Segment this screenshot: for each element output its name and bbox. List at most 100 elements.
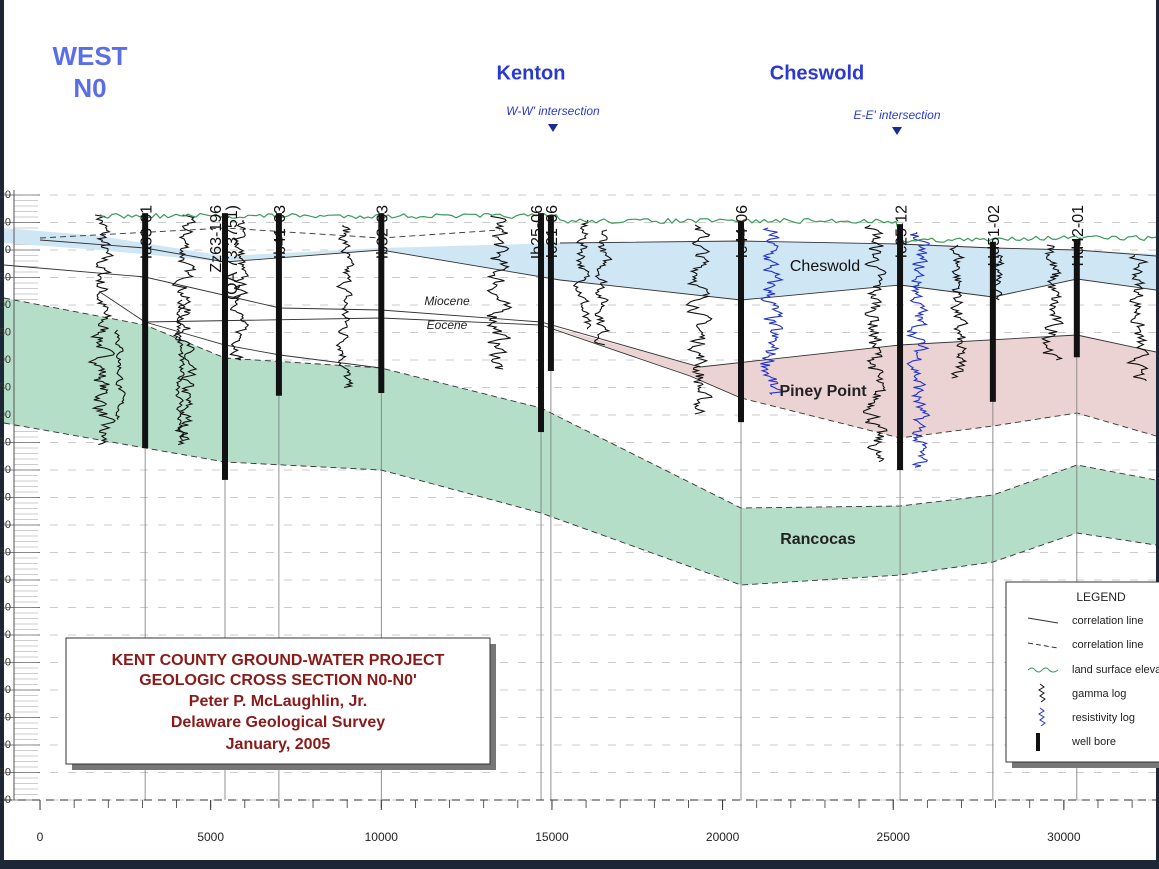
legend-text: well bore: [1071, 736, 1116, 748]
intersection-marker: [548, 124, 558, 132]
dashed-line: [3, 297, 1157, 509]
well-bore: [897, 224, 904, 470]
correlation-line: [144, 321, 382, 369]
title-block: KENT COUNTY GROUND-WATER PROJECT GEOLOGI…: [65, 637, 496, 770]
y-tick-label: -450: [0, 491, 11, 503]
dashed-line: [3, 422, 1157, 586]
title-line: January, 2005: [226, 736, 331, 753]
legend-text: resistivity log: [1072, 712, 1135, 724]
y-tick-label: -750: [0, 656, 11, 668]
y-tick-label: -200: [0, 354, 11, 366]
y-tick-label: -1000: [0, 794, 11, 806]
piney-point-unit: [545, 325, 1156, 438]
log-trace: [993, 254, 1005, 301]
y-tick-label: -300: [0, 409, 11, 421]
y-tick-label: -350: [0, 436, 11, 448]
well-label: Ic21-06: [544, 205, 561, 258]
x-tick-label: 30000: [1047, 830, 1081, 844]
legend-text: gamma log: [1072, 688, 1126, 700]
title-line: Peter P. McLaughlin, Jr.: [189, 693, 367, 710]
well-bore: [989, 241, 996, 402]
wells: [142, 213, 1080, 800]
y-tick-label: -150: [0, 326, 11, 338]
unit-label: Rancocas: [780, 531, 856, 548]
well-label: Ic25-12: [893, 205, 910, 258]
well-label: Ib41-03: [272, 205, 289, 259]
legend-text: correlation line: [1072, 615, 1144, 627]
legend-title: LEGEND: [1076, 590, 1126, 604]
intersection-label: W-W' intersection: [506, 104, 600, 118]
log-trace: [1125, 254, 1150, 382]
frame: [0, 860, 1159, 869]
y-tick-label: -550: [0, 546, 11, 558]
correlation-line: [39, 227, 501, 239]
unit-label: Piney Point: [779, 383, 867, 400]
title-line: KENT COUNTY GROUND-WATER PROJECT: [112, 652, 445, 669]
well-label: Hd51-02: [986, 205, 1003, 266]
legend-box: [1005, 581, 1159, 763]
epoch-label: Miocene: [424, 294, 470, 308]
legend-symbol: [1038, 707, 1046, 727]
x-tick-label: 10000: [365, 830, 399, 844]
log-trace: [1040, 244, 1065, 361]
log-trace: [948, 244, 969, 379]
legend-text: land surface elevation: [1072, 664, 1159, 676]
y-tick-label: -850: [0, 711, 11, 723]
dashed-line: [740, 397, 1157, 439]
x-tick-label: 5000: [197, 830, 224, 844]
y-tick-label: -500: [0, 519, 11, 531]
town-label: Kenton: [497, 62, 566, 84]
y-tick-label: 0: [5, 244, 11, 256]
y-tick-label: -650: [0, 601, 11, 613]
legend-symbol: [1027, 617, 1059, 624]
y-tick-label: -700: [0, 629, 11, 641]
legend-text: correlation line: [1072, 639, 1144, 651]
x-tick-label: 20000: [706, 830, 740, 844]
log-trace: [87, 214, 116, 446]
y-tick-label: -250: [0, 381, 11, 393]
well-bore: [538, 213, 545, 433]
intersection-label: E-E' intersection: [854, 108, 941, 122]
legend-symbol: [1038, 683, 1046, 703]
y-tick-label: -950: [0, 766, 11, 778]
log-trace: [685, 224, 713, 415]
y-tick-label: -100: [0, 299, 11, 311]
legend-symbol: [1036, 733, 1040, 751]
well-alias: (QA 73 3751): [224, 205, 241, 300]
y-tick-label: -50: [0, 271, 11, 283]
y-tick-label: 50: [0, 216, 11, 228]
correlation-line: [39, 239, 1157, 301]
y-tick-label: -400: [0, 464, 11, 476]
legend-symbol: [1027, 667, 1059, 673]
log-trace: [114, 329, 126, 420]
log-trace: [171, 214, 198, 446]
title-line: GEOLOGIC CROSS SECTION N0-N0': [139, 672, 417, 689]
title-box: [65, 637, 491, 765]
well-bore: [275, 213, 282, 396]
y-tick-label: -600: [0, 574, 11, 586]
well-label: Zz63-196: [208, 205, 225, 273]
town-label: Cheswold: [770, 62, 864, 84]
log-trace: [335, 224, 355, 388]
log-trace: [759, 227, 785, 396]
unit-label: Cheswold: [790, 258, 860, 275]
well-label: Hd42-01: [1070, 205, 1087, 266]
y-tick-label: -800: [0, 684, 11, 696]
x-tick-label: 25000: [877, 830, 911, 844]
well-bore: [738, 221, 745, 423]
log-trace: [174, 299, 186, 441]
rancocas-unit: [4, 298, 1156, 585]
y-tick-label: 100: [0, 189, 11, 201]
well-label: Ic44-06: [734, 205, 751, 258]
well-label: Ib32-03: [375, 205, 392, 259]
well-label: Ia33-01: [138, 205, 155, 259]
log-trace: [594, 229, 613, 346]
title-line: Delaware Geological Survey: [171, 714, 385, 731]
log-trace: [905, 232, 931, 468]
section-label: N0: [73, 73, 106, 103]
well-bore: [547, 215, 554, 371]
well-bore: [221, 213, 228, 480]
legend: LEGEND correlation line correlation line…: [1005, 581, 1159, 768]
intersection-marker: [892, 127, 902, 135]
